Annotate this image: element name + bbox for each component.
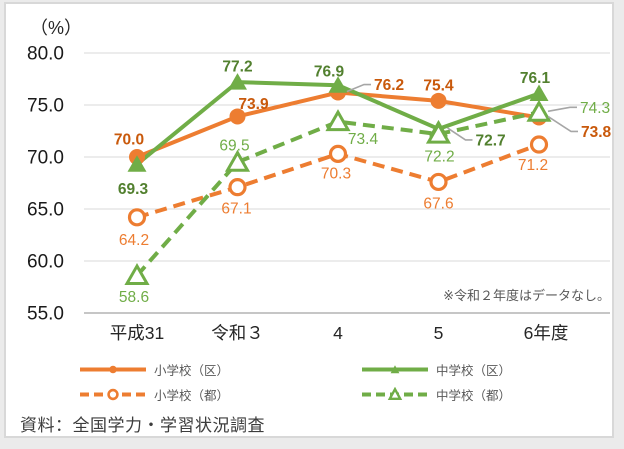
legend-label: 中学校（区）: [436, 364, 512, 378]
data-label: 67.6: [423, 195, 453, 212]
legend-item: 中学校（区）: [360, 360, 511, 379]
label-leader-line: [447, 127, 473, 141]
data-label: 71.2: [518, 157, 548, 174]
circle-open-marker: [127, 208, 147, 227]
y-tick-label: 60.0: [27, 252, 64, 273]
x-tick-label: 6年度: [524, 323, 569, 343]
chart-legend: 小学校（区） 小学校（都） 中学校（区） 中学校（都）: [78, 357, 511, 407]
data-label: 77.2: [222, 59, 252, 76]
data-label: 70.0: [114, 132, 144, 149]
data-label: 75.4: [423, 77, 454, 94]
label-leader-line: [346, 83, 371, 93]
circle-open-marker: [429, 172, 448, 192]
data-label: 72.7: [476, 132, 506, 149]
series-line: [135, 110, 540, 277]
legend-item: 小学校（区）: [78, 360, 360, 379]
y-tick-label: 55.0: [27, 304, 64, 325]
data-label: 58.6: [119, 289, 149, 306]
data-label: 72.2: [424, 149, 454, 166]
circle-open-marker: [328, 144, 348, 163]
data-label: 69.5: [219, 138, 249, 155]
data-label: 67.1: [221, 201, 251, 218]
circle-filled-marker: [229, 108, 246, 125]
legend-label: 小学校（区）: [154, 364, 230, 378]
legend-item: 小学校（都）: [78, 385, 360, 404]
circle-open-marker: [228, 178, 247, 197]
x-tick-label: 令和３: [211, 323, 264, 343]
circle-filled-marker: [430, 92, 447, 109]
triangle-filled-marker: [228, 73, 247, 90]
data-label: 74.3: [580, 100, 610, 117]
label-leader-line: [547, 115, 578, 133]
triangle-open-marker: [124, 263, 150, 286]
data-label: 73.4: [348, 131, 379, 148]
chart-note: ※令和２年度はデータなし。: [443, 288, 610, 303]
legend-swatch-dashed-circle-open: [80, 388, 146, 401]
legend-swatch-dashed-triangle-open: [362, 387, 428, 401]
label-leader-line: [547, 106, 577, 113]
line-chart: 80.0 75.0 70.0 65.0 60.0 55.0 （%） 平成31 令和３ 4 5 6年度 7…: [27, 18, 612, 343]
y-tick-label: 65.0: [27, 200, 64, 221]
y-tick-label: 75.0: [27, 96, 64, 117]
legend-swatch-solid-circle-filled: [80, 365, 146, 374]
x-tick-label: 4: [333, 323, 343, 343]
data-label: 76.2: [374, 77, 404, 94]
source-caption: 資料：全国学力・学習状況調査: [20, 416, 265, 435]
legend-swatch-solid-triangle-filled: [362, 365, 428, 374]
x-tick-label: 5: [434, 323, 444, 343]
y-axis-unit-label: （%）: [30, 18, 82, 38]
y-tick-label: 70.0: [27, 148, 64, 169]
triangle-filled-marker: [127, 155, 147, 172]
x-tick-label: 平成31: [110, 323, 164, 343]
legend-label: 小学校（都）: [154, 389, 230, 403]
data-label: 76.1: [520, 70, 551, 87]
circle-open-marker: [529, 135, 549, 154]
y-tick-label: 80.0: [27, 44, 64, 65]
legend-item: 中学校（都）: [360, 385, 511, 404]
data-label: 73.9: [238, 96, 269, 113]
triangle-filled-marker: [328, 76, 348, 93]
triangle-open-marker: [425, 121, 452, 144]
data-label: 69.3: [118, 181, 149, 198]
triangle-filled-marker: [529, 84, 549, 102]
data-label: 70.3: [321, 165, 351, 182]
triangle-open-marker: [224, 149, 251, 172]
data-label: 73.8: [581, 124, 612, 141]
triangle-open-marker: [325, 109, 351, 132]
data-label: 76.9: [314, 64, 345, 81]
legend-label: 中学校（都）: [436, 389, 512, 403]
data-label: 64.2: [119, 232, 149, 249]
triangle-open-marker: [526, 99, 552, 122]
chart-frame: [4, 2, 614, 438]
